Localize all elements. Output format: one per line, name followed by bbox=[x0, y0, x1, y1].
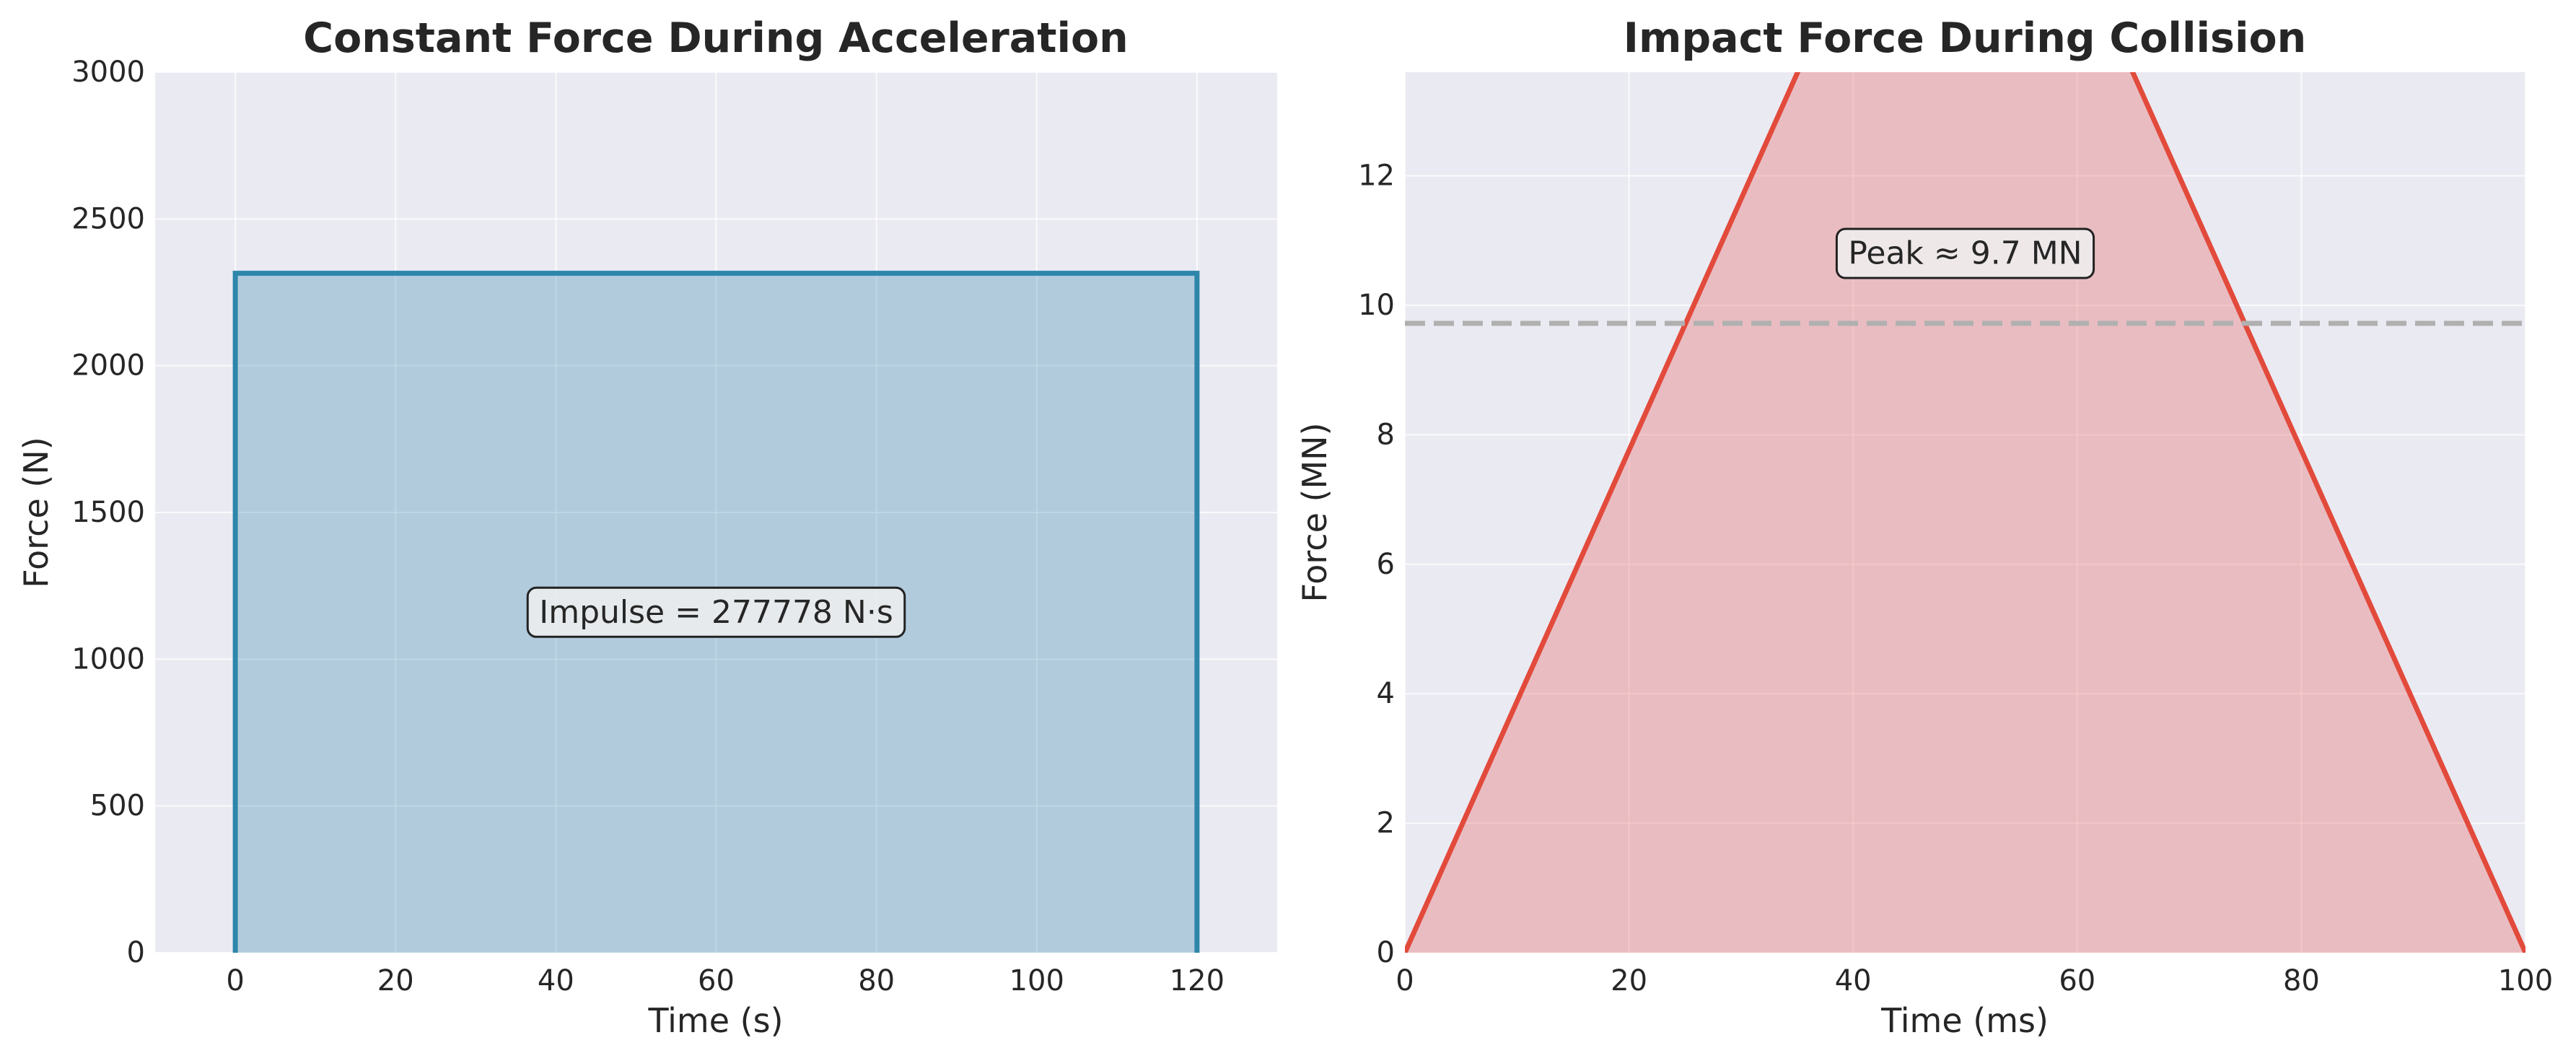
x-tick-label: 120 bbox=[1170, 964, 1225, 997]
x-tick-label: 80 bbox=[858, 964, 895, 997]
x-tick-label: 40 bbox=[538, 964, 574, 997]
x-tick-label: 20 bbox=[377, 964, 414, 997]
y-tick-label: 1000 bbox=[71, 642, 145, 676]
right-chart-title: Impact Force During Collision bbox=[1624, 14, 2307, 62]
y-tick-label: 0 bbox=[127, 936, 145, 969]
x-tick-label: 100 bbox=[1009, 964, 1064, 997]
x-tick-label: 20 bbox=[1611, 964, 1647, 997]
x-tick-label: 100 bbox=[2498, 964, 2553, 997]
y-tick-label: 2 bbox=[1377, 807, 1395, 840]
x-tick-label: 60 bbox=[698, 964, 735, 997]
y-tick-label: 1500 bbox=[71, 496, 145, 529]
right-y-ticks: 0 2 4 6 8 10 12 bbox=[1358, 160, 1395, 969]
left-grid bbox=[155, 71, 1277, 953]
left-y-ticks: 0 500 1000 1500 2000 2500 3000 bbox=[71, 56, 145, 969]
left-chart-title: Constant Force During Acceleration bbox=[303, 14, 1128, 62]
right-impact-area bbox=[1405, 72, 2525, 953]
left-force-line bbox=[232, 271, 1200, 953]
left-y-axis-label: Force (N) bbox=[17, 437, 56, 588]
y-tick-label: 6 bbox=[1377, 548, 1395, 581]
left-x-axis-label: Time (s) bbox=[647, 1001, 783, 1040]
x-tick-label: 40 bbox=[1835, 964, 1872, 997]
right-y-axis-label: Force (MN) bbox=[1295, 422, 1334, 602]
x-tick-label: 60 bbox=[2059, 964, 2095, 997]
y-tick-label: 500 bbox=[90, 790, 145, 823]
x-tick-label: 0 bbox=[226, 964, 244, 997]
y-tick-label: 8 bbox=[1377, 418, 1395, 451]
right-annotation-box bbox=[1835, 227, 2095, 279]
left-annotation-box bbox=[526, 586, 906, 638]
left-annotation: Impulse = 277778 N·s bbox=[526, 586, 906, 638]
right-annotation-text: Peak ≈ 9.7 MN bbox=[1848, 235, 2082, 272]
left-chart-panel: 0 20 40 60 80 100 120 0 500 1000 1500 2000 2500 3000… bbox=[17, 14, 1277, 1040]
y-tick-label: 4 bbox=[1377, 677, 1395, 710]
left-x-ticks: 0 20 40 60 80 100 120 bbox=[226, 964, 1225, 997]
left-annotation-text: Impulse = 277778 N·s bbox=[539, 594, 893, 631]
right-force-line bbox=[1405, 72, 2525, 953]
right-x-ticks: 0 20 40 60 80 100 bbox=[1396, 964, 2553, 997]
right-grid bbox=[1404, 72, 2526, 953]
y-tick-label: 0 bbox=[1377, 936, 1395, 969]
x-tick-label: 0 bbox=[1396, 964, 1414, 997]
y-tick-label: 3000 bbox=[71, 56, 145, 89]
right-annotation: Peak ≈ 9.7 MN bbox=[1835, 227, 2095, 279]
y-tick-label: 2000 bbox=[71, 349, 145, 383]
x-tick-label: 80 bbox=[2283, 964, 2320, 997]
right-x-axis-label: Time (ms) bbox=[1880, 1001, 2049, 1040]
right-chart-panel: 0 20 40 60 80 100 0 2 4 6 8 10 12 Peak ≈ 9.7 MN Imp… bbox=[1295, 14, 2553, 1040]
right-plot-background bbox=[1405, 72, 2525, 953]
y-tick-label: 10 bbox=[1358, 289, 1395, 322]
y-tick-label: 12 bbox=[1358, 160, 1395, 193]
y-tick-label: 2500 bbox=[71, 202, 145, 235]
